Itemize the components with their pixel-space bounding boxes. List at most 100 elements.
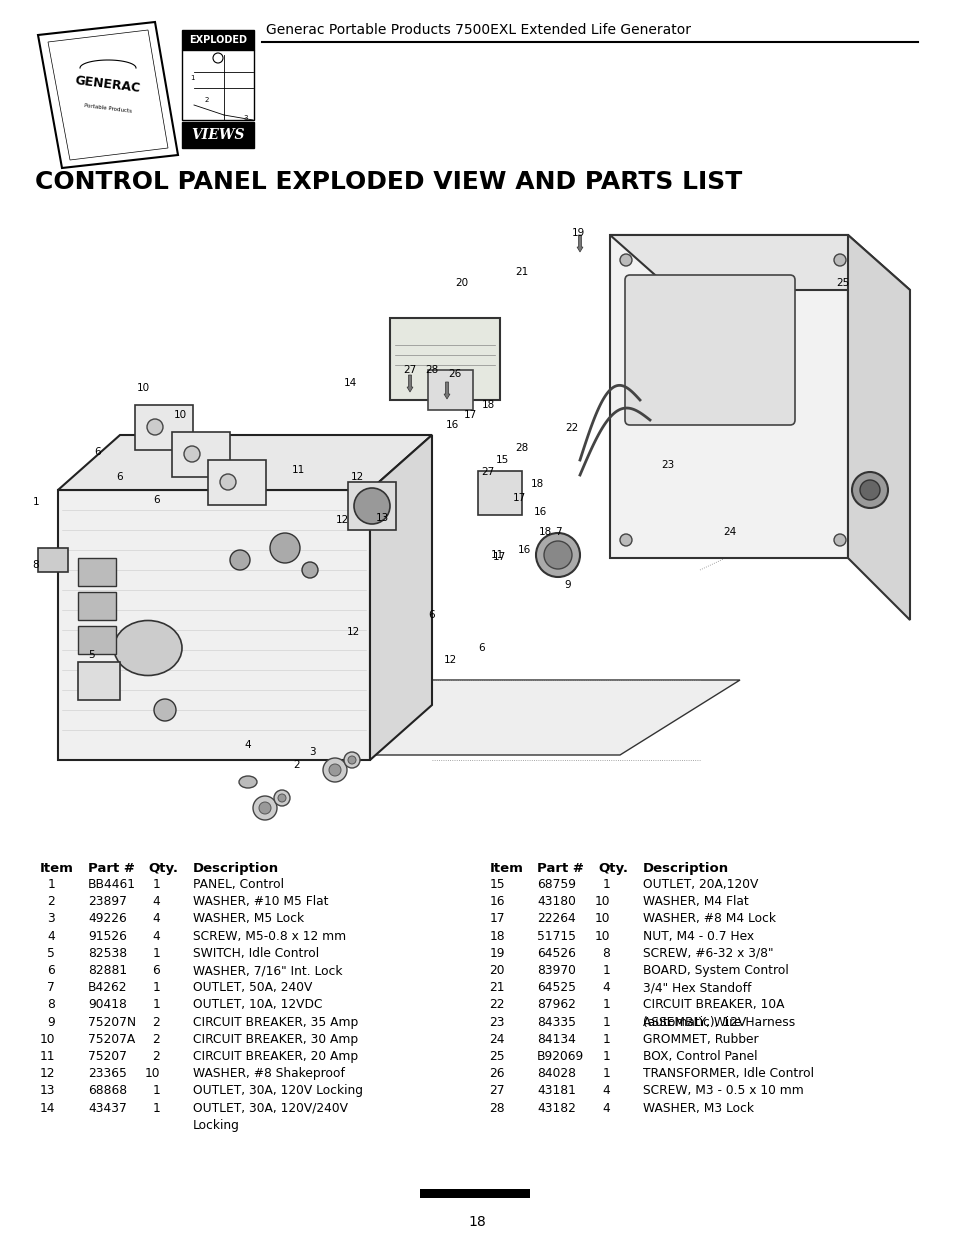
- Bar: [78, 662, 120, 701]
- Text: Item: Item: [490, 862, 523, 875]
- Circle shape: [329, 764, 340, 776]
- Ellipse shape: [113, 620, 182, 676]
- Text: 16: 16: [517, 546, 530, 556]
- Text: WASHER, #10 M5 Flat: WASHER, #10 M5 Flat: [193, 895, 328, 908]
- Text: 1: 1: [601, 1016, 609, 1029]
- Circle shape: [302, 562, 317, 578]
- Text: 17: 17: [512, 494, 525, 503]
- Text: 22264: 22264: [537, 913, 576, 925]
- Text: 25: 25: [836, 278, 849, 288]
- Text: 15: 15: [489, 878, 504, 892]
- FancyArrow shape: [407, 374, 413, 392]
- Text: 25: 25: [489, 1050, 504, 1063]
- Text: 10: 10: [144, 1068, 160, 1080]
- Bar: [78, 558, 116, 587]
- Text: 7: 7: [48, 981, 55, 994]
- Text: 84028: 84028: [537, 1068, 576, 1080]
- Text: 8: 8: [47, 998, 55, 1012]
- Text: SCREW, M5-0.8 x 12 mm: SCREW, M5-0.8 x 12 mm: [193, 930, 346, 942]
- Ellipse shape: [153, 699, 175, 720]
- Text: 83970: 83970: [537, 963, 576, 977]
- Circle shape: [147, 419, 163, 435]
- Text: CIRCUIT BREAKER, 30 Amp: CIRCUIT BREAKER, 30 Amp: [193, 1033, 357, 1045]
- Text: 84134: 84134: [537, 1033, 576, 1045]
- Bar: [182, 50, 253, 120]
- Text: 20: 20: [455, 278, 468, 288]
- Bar: [428, 370, 473, 410]
- Polygon shape: [58, 490, 370, 760]
- Text: 10: 10: [136, 383, 150, 393]
- Text: 5: 5: [89, 650, 95, 660]
- Text: 18: 18: [537, 527, 551, 537]
- Circle shape: [859, 480, 879, 500]
- Text: 28: 28: [489, 1101, 504, 1115]
- Text: 6: 6: [478, 644, 485, 653]
- Text: 3: 3: [243, 115, 248, 122]
- Text: 4: 4: [152, 930, 160, 942]
- Text: Part #: Part #: [537, 862, 583, 875]
- Text: 12: 12: [443, 655, 456, 665]
- Text: 13: 13: [375, 513, 388, 523]
- Text: 18: 18: [468, 1215, 485, 1229]
- Text: 2: 2: [152, 1050, 160, 1063]
- Text: 4: 4: [152, 913, 160, 925]
- Text: Qty.: Qty.: [598, 862, 627, 875]
- Bar: [419, 1189, 530, 1198]
- Polygon shape: [88, 680, 740, 755]
- Text: 68868: 68868: [88, 1085, 127, 1097]
- Text: 1: 1: [152, 1085, 160, 1097]
- Text: 27: 27: [403, 365, 416, 374]
- Text: B92069: B92069: [537, 1050, 583, 1063]
- Circle shape: [323, 758, 347, 782]
- Text: Description: Description: [642, 862, 728, 875]
- Circle shape: [274, 790, 290, 806]
- Text: 12: 12: [346, 627, 359, 637]
- Circle shape: [184, 446, 200, 463]
- Text: 17: 17: [489, 913, 504, 925]
- Polygon shape: [370, 435, 432, 760]
- Text: 18: 18: [530, 479, 543, 489]
- Text: 1: 1: [152, 981, 160, 994]
- Text: 11: 11: [490, 551, 503, 560]
- Polygon shape: [58, 435, 432, 490]
- Circle shape: [348, 756, 355, 764]
- Text: 18: 18: [481, 401, 494, 410]
- Text: 2: 2: [152, 1016, 160, 1029]
- Text: 3/4" Hex Standoff: 3/4" Hex Standoff: [642, 981, 751, 994]
- Text: 13: 13: [39, 1085, 55, 1097]
- Text: 1: 1: [601, 878, 609, 892]
- Text: WASHER, M3 Lock: WASHER, M3 Lock: [642, 1101, 753, 1115]
- Text: 15: 15: [495, 455, 508, 465]
- Circle shape: [536, 533, 579, 577]
- Text: OUTLET, 30A, 120V/240V: OUTLET, 30A, 120V/240V: [193, 1101, 348, 1115]
- Text: 19: 19: [489, 947, 504, 960]
- Text: 49226: 49226: [88, 913, 127, 925]
- Text: SCREW, #6-32 x 3/8": SCREW, #6-32 x 3/8": [642, 947, 773, 960]
- Text: VIEWS: VIEWS: [191, 128, 245, 143]
- Polygon shape: [38, 22, 178, 167]
- Text: 43181: 43181: [537, 1085, 576, 1097]
- Text: 12: 12: [350, 472, 363, 482]
- Text: 2: 2: [294, 760, 300, 770]
- Text: 68759: 68759: [537, 878, 576, 892]
- Text: WASHER, M4 Flat: WASHER, M4 Flat: [642, 895, 748, 908]
- Circle shape: [253, 796, 276, 820]
- FancyArrow shape: [577, 236, 582, 252]
- Circle shape: [833, 254, 845, 267]
- Text: EXPLODED: EXPLODED: [189, 35, 247, 45]
- Text: OUTLET, 50A, 240V: OUTLET, 50A, 240V: [193, 981, 312, 994]
- Text: 5: 5: [47, 947, 55, 960]
- Text: 64525: 64525: [537, 981, 576, 994]
- Text: 1: 1: [32, 497, 39, 507]
- Text: 43437: 43437: [88, 1101, 127, 1115]
- Text: BOARD, System Control: BOARD, System Control: [642, 963, 788, 977]
- Text: 6: 6: [116, 472, 123, 482]
- Text: SCREW, M3 - 0.5 x 10 mm: SCREW, M3 - 0.5 x 10 mm: [642, 1085, 803, 1097]
- Text: GENERAC: GENERAC: [74, 74, 141, 95]
- Circle shape: [851, 472, 887, 508]
- Text: 90418: 90418: [88, 998, 127, 1012]
- Text: SWITCH, Idle Control: SWITCH, Idle Control: [193, 947, 319, 960]
- Text: 23897: 23897: [88, 895, 127, 908]
- Text: Portable Products: Portable Products: [84, 103, 132, 113]
- Text: 4: 4: [601, 1085, 609, 1097]
